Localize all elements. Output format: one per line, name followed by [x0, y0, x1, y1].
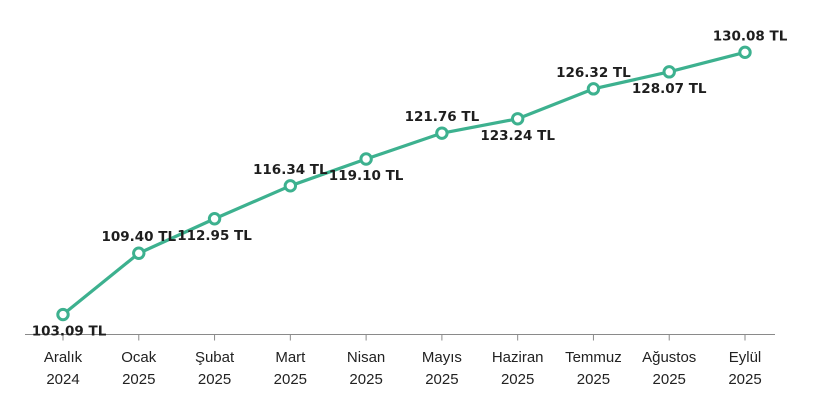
data-label: 109.40 TL	[101, 229, 176, 245]
x-tick-label: Haziran 2025	[492, 349, 544, 388]
data-point	[586, 82, 601, 96]
x-axis-tick-labels: Aralık 2024 Ocak 2025 Şubat 2025 Mart 2025 Nisan…	[44, 349, 762, 388]
data-label: 121.76 TL	[405, 109, 480, 125]
x-tick-label: Aralık 2024	[44, 349, 83, 388]
x-tick-label: Şubat 2025	[195, 349, 235, 388]
data-label: 116.34 TL	[253, 162, 328, 178]
data-label: 112.95 TL	[177, 228, 252, 244]
series-line	[61, 50, 747, 317]
data-point	[207, 212, 222, 226]
x-tick-label: Mart 2025	[274, 349, 307, 388]
data-point	[738, 45, 752, 60]
data-point	[132, 246, 146, 260]
data-labels: 103.09 TL 109.40 TL 112.95 TL 116.34 TL 119.…	[32, 28, 788, 339]
x-tick-label: Temmuz 2025	[565, 349, 622, 388]
x-tick-label: Eylül 2025	[728, 349, 761, 388]
data-point	[435, 126, 449, 140]
data-point	[283, 179, 298, 193]
x-tick-label: Ağustos 2025	[642, 349, 696, 388]
data-label: 123.24 TL	[480, 128, 555, 144]
data-point	[510, 112, 525, 126]
data-label: 130.08 TL	[713, 28, 788, 44]
data-point	[56, 307, 70, 322]
data-point	[662, 65, 676, 79]
x-axis-ticks	[62, 334, 746, 341]
data-label: 103.09 TL	[32, 324, 107, 340]
data-label: 119.10 TL	[329, 168, 404, 184]
data-label: 128.07 TL	[632, 81, 707, 97]
x-tick-label: Mayıs 2025	[422, 349, 462, 388]
data-label: 126.32 TL	[556, 65, 631, 81]
data-point	[359, 152, 373, 166]
x-tick-label: Nisan 2025	[347, 349, 385, 388]
data-points	[56, 45, 752, 322]
x-tick-label: Ocak 2025	[121, 349, 157, 388]
